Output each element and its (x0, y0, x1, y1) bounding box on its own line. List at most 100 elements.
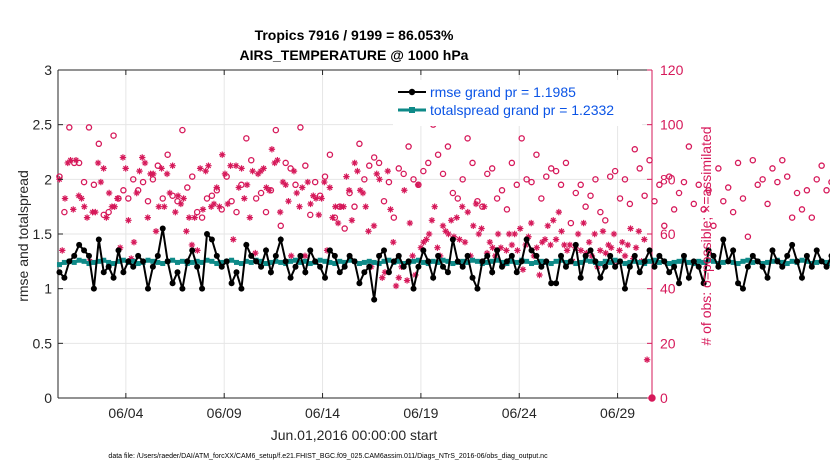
obs-possible-marker (321, 173, 329, 180)
obs-assimilated-marker (414, 181, 422, 188)
rmse-marker (700, 280, 707, 287)
rmse-marker (61, 274, 68, 281)
rmse-marker (76, 241, 83, 248)
rmse-marker (213, 252, 220, 259)
totalspread-marker (710, 258, 716, 264)
obs-assimilated-marker (616, 247, 623, 254)
obs-assimilated-marker (321, 178, 328, 186)
obs-possible-marker (493, 195, 501, 202)
obs-possible-marker (754, 181, 761, 189)
obs-possible-marker (538, 195, 545, 202)
y-tick-label: 2.5 (33, 117, 53, 133)
totalspread-marker (828, 261, 830, 267)
obs-possible-marker (783, 173, 791, 180)
obs-possible-marker (351, 203, 358, 210)
obs-assimilated-marker (119, 154, 127, 161)
obs-possible-marker (129, 176, 137, 183)
obs-possible-marker (390, 214, 398, 221)
rmse-marker (277, 236, 284, 243)
totalspread-marker (381, 258, 387, 264)
obs-assimilated-marker (260, 165, 267, 172)
rmse-marker (159, 225, 166, 232)
obs-assimilated-marker (332, 203, 339, 210)
obs-assimilated-marker (475, 230, 483, 238)
obs-assimilated-marker (428, 217, 436, 224)
totalspread-marker (730, 259, 736, 265)
obs-possible-marker (302, 162, 309, 169)
totalspread-marker (273, 258, 279, 264)
rmse-marker (444, 269, 451, 276)
obs-assimilated-marker (561, 241, 568, 249)
obs-assimilated-marker (627, 225, 634, 232)
obs-assimilated-marker (511, 230, 518, 238)
obs-assimilated-marker (183, 228, 190, 235)
totalspread-marker (194, 258, 200, 264)
rmse-marker (558, 252, 565, 259)
rmse-marker (400, 263, 407, 270)
obs-possible-marker (641, 192, 648, 199)
legend-spread-label: totalspread grand pr = 1.2332 (430, 102, 614, 118)
totalspread-marker (632, 258, 638, 264)
rmse-marker (543, 258, 550, 265)
obs-possible-marker (685, 143, 693, 150)
rmse-marker (651, 263, 658, 270)
totalspread-marker (622, 261, 628, 267)
obs-possible-marker (439, 170, 447, 178)
obs-assimilated-marker (563, 247, 571, 254)
obs-possible-marker (597, 208, 604, 216)
obs-possible-marker (562, 159, 570, 167)
totalspread-marker (784, 261, 790, 267)
totalspread-marker (588, 258, 594, 264)
obs-possible-marker (823, 187, 830, 194)
obs-possible-marker (498, 187, 506, 194)
obs-possible-marker (646, 156, 653, 164)
y-tick-label: 0.5 (33, 335, 53, 351)
obs-possible-marker (208, 192, 216, 199)
rmse-marker (454, 258, 461, 265)
rmse-marker (430, 274, 437, 281)
totalspread-marker (199, 259, 205, 265)
obs-assimilated-marker (61, 195, 69, 202)
obs-assimilated-marker (268, 146, 276, 153)
obs-assimilated-marker (533, 244, 540, 251)
totalspread-marker (263, 261, 269, 267)
rmse-marker (100, 269, 107, 276)
totalspread-marker (86, 261, 92, 267)
totalspread-marker (411, 258, 417, 264)
totalspread-marker (91, 259, 97, 265)
rmse-marker (494, 247, 501, 254)
obs-assimilated-marker (643, 356, 651, 363)
obs-possible-marker (611, 167, 619, 175)
obs-possible-marker (665, 173, 673, 180)
totalspread-marker (288, 258, 294, 264)
rmse-marker (523, 236, 530, 243)
obs-possible-marker (788, 214, 796, 221)
y-tick-label: 3 (44, 62, 52, 78)
totalspread-marker (204, 257, 210, 263)
obs-assimilated-marker (130, 239, 138, 246)
rmse-marker (322, 274, 329, 281)
obs-assimilated-marker (111, 203, 118, 210)
y-tick-label: 1 (44, 281, 52, 297)
rmse-marker (464, 252, 471, 259)
obs-assimilated-marker (246, 214, 254, 221)
obs-possible-marker (651, 197, 658, 205)
totalspread-marker (337, 258, 343, 264)
rmse-marker (612, 263, 619, 270)
rmse-marker (823, 263, 830, 270)
rmse-marker (685, 274, 692, 281)
rmse-marker (449, 236, 456, 243)
obs-assimilated-marker (591, 230, 598, 238)
obs-assimilated-marker (141, 159, 149, 167)
rmse-marker (66, 258, 73, 265)
obs-assimilated-marker (92, 208, 99, 216)
rmse-marker (705, 247, 712, 254)
obs-possible-marker (366, 162, 373, 169)
obs-assimilated-marker (354, 167, 361, 175)
rmse-marker (676, 280, 683, 287)
rmse-marker (189, 247, 196, 254)
rmse-marker (499, 263, 506, 270)
obs-possible-marker (582, 203, 589, 210)
obs-possible-marker (90, 181, 98, 189)
